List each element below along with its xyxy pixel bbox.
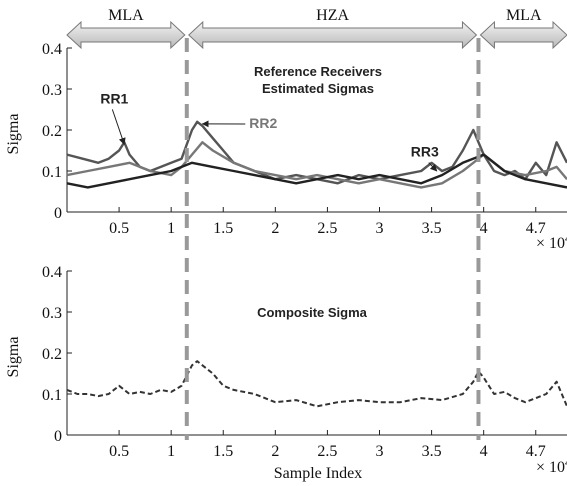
x-tick-label: 3 — [376, 220, 384, 237]
y-tick-label: 0.2 — [42, 346, 62, 363]
x-tick-label: 2 — [271, 443, 279, 460]
bottom-panel: Sigma Sample Index × 104 Composite Sigma… — [5, 264, 567, 482]
region-label: MLA — [506, 7, 542, 24]
series-line-rr1 — [66, 120, 567, 185]
x-tick-label: 2 — [271, 220, 279, 237]
x-axis-label: Sample Index — [274, 465, 362, 482]
x-tick-label: 0.5 — [109, 443, 129, 460]
x-tick-label: 1 — [167, 443, 175, 460]
region-label: HZA — [316, 7, 349, 24]
region-arrow — [66, 20, 186, 50]
x-tick-label: 4.7 — [526, 443, 546, 460]
x-tick-label: 2.5 — [317, 220, 337, 237]
region-label: MLA — [108, 7, 144, 24]
annotation-rr2: RR2 — [249, 115, 277, 131]
x-tick-label: 4 — [480, 220, 488, 237]
top-panel: Sigma Reference Receivers Estimated Sigm… — [5, 41, 567, 252]
annotation-rr1: RR1 — [100, 90, 128, 106]
chart-title: Composite Sigma — [257, 305, 368, 320]
y-tick-label: 0.4 — [42, 41, 62, 58]
x-tick-label: 3 — [376, 443, 384, 460]
annotation-arrow — [111, 109, 126, 146]
x-multiplier: × 104 — [536, 455, 567, 476]
x-tick-label: 1 — [167, 220, 175, 237]
y-axis-label: Sigma — [5, 337, 22, 378]
region-arrows: MLA HZA MLA — [66, 7, 567, 50]
y-tick-label: 0.3 — [42, 305, 62, 322]
series-line-rr2 — [66, 141, 567, 189]
y-tick-label: 0.3 — [42, 82, 62, 99]
y-tick-label: 0.2 — [42, 123, 62, 140]
y-tick-label: 0 — [54, 428, 62, 445]
x-tick-label: 3.5 — [422, 443, 442, 460]
y-tick-label: 0.1 — [42, 387, 62, 404]
x-tick-label: 2.5 — [317, 443, 337, 460]
chart-title-line1: Reference Receivers — [254, 64, 382, 79]
chart-title-line2: Estimated Sigmas — [262, 81, 374, 96]
y-tick-label: 0 — [54, 205, 62, 222]
x-tick-label: 4.7 — [526, 220, 546, 237]
y-tick-label: 0.1 — [42, 164, 62, 181]
x-multiplier: × 104 — [536, 231, 567, 252]
x-tick-label: 0.5 — [109, 220, 129, 237]
x-tick-label: 1.5 — [213, 443, 233, 460]
x-tick-label: 1.5 — [213, 220, 233, 237]
y-tick-label: 0.4 — [42, 264, 62, 281]
y-axis-label: Sigma — [5, 114, 22, 155]
x-tick-label: 4 — [480, 443, 488, 460]
region-arrow — [479, 20, 567, 50]
annotation-arrow — [428, 162, 438, 172]
x-tick-label: 3.5 — [422, 220, 442, 237]
region-arrow — [188, 20, 478, 50]
series-line-rr3 — [66, 153, 567, 189]
composite-sigma-line — [66, 360, 567, 408]
annotation-rr3: RR3 — [411, 144, 439, 160]
